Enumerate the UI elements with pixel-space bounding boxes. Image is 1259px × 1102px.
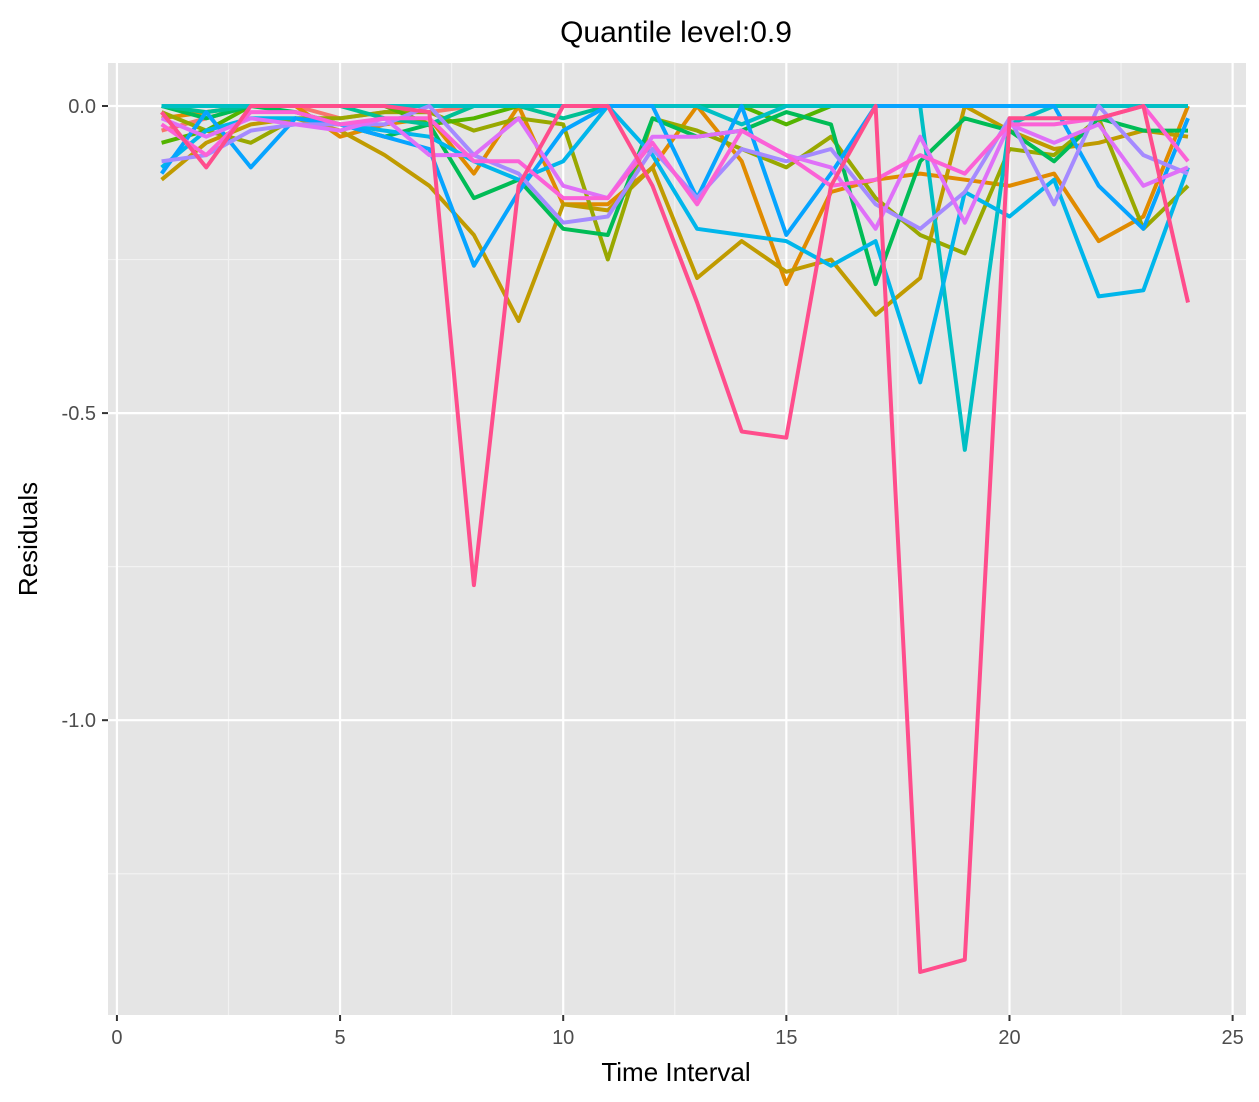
y-tick-label: -0.5 [62,403,96,425]
x-tick-label: 5 [335,1027,346,1049]
x-tick-label: 10 [552,1027,574,1049]
series-line-12 [160,116,1189,231]
y-tick-label: 0.0 [68,96,96,118]
chart-title: Quantile level:0.9 [560,16,792,49]
x-tick-label: 20 [998,1027,1020,1049]
x-tick-label: 15 [775,1027,797,1049]
y-axis-ticks: 0.0 -0.5 -1.0 [62,96,108,732]
series-line-14 [160,104,1190,974]
series-lines [159,104,1190,974]
y-tick-label: -1.0 [62,710,96,732]
series-line-4 [160,110,1190,262]
y-axis-title: Residuals [13,482,43,596]
plot-panel [108,63,1246,1015]
x-tick-label: 0 [111,1027,122,1049]
x-tick-label: 25 [1221,1027,1243,1049]
series-line-13 [160,104,1190,207]
x-axis-title: Time Interval [601,1057,750,1087]
x-axis-ticks: 0 5 10 15 20 25 [111,1015,1244,1049]
